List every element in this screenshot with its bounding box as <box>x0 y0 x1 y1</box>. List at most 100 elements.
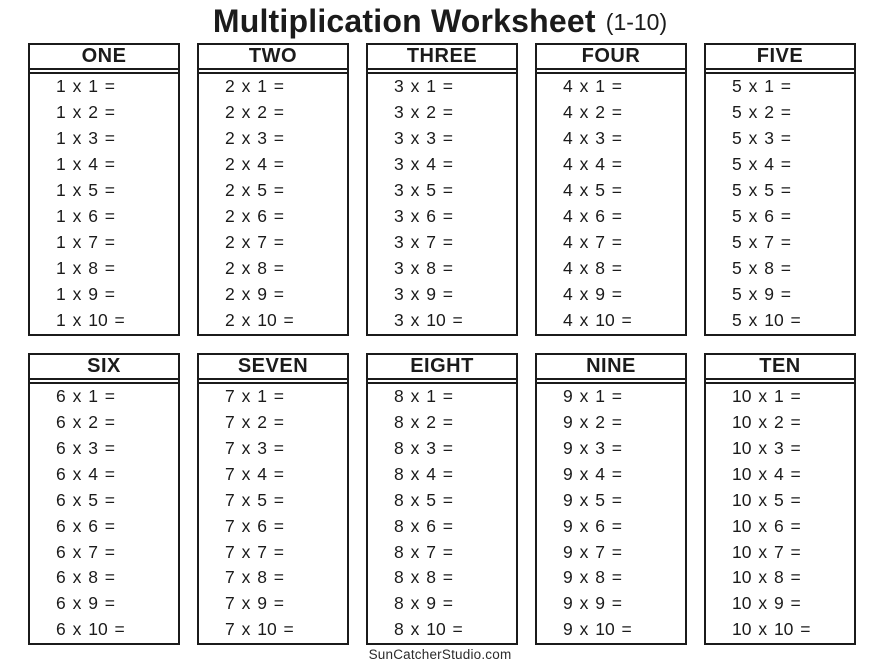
problem-line: 9 x 4 = <box>563 463 623 484</box>
problem-line: 7 x 4 = <box>225 463 285 484</box>
problem-line: 6 x 6 = <box>56 515 116 536</box>
problem-line: 1 x 1 = <box>56 76 116 97</box>
table-seven: SEVEN 7 x 1 = 7 x 2 = 7 x 3 = 7 x 4 = 7 … <box>197 353 349 645</box>
problem-line: 3 x 1 = <box>394 76 454 97</box>
table-three: THREE 3 x 1 = 3 x 2 = 3 x 3 = 3 x 4 = 3 … <box>366 43 518 336</box>
problem-line: 7 x 5 = <box>225 489 285 510</box>
table-header: THREE <box>368 45 516 70</box>
problem-line: 3 x 7 = <box>394 232 454 253</box>
problem-line: 5 x 5 = <box>732 180 792 201</box>
table-two: TWO 2 x 1 = 2 x 2 = 2 x 3 = 2 x 4 = 2 x … <box>197 43 349 336</box>
problem-line: 8 x 3 = <box>394 437 454 458</box>
problem-line: 10 x 6 = <box>732 515 801 536</box>
problem-line: 9 x 10 = <box>563 619 632 640</box>
problem-line: 5 x 3 = <box>732 128 792 149</box>
problem-line: 4 x 6 = <box>563 206 623 227</box>
problem-line: 2 x 10 = <box>225 310 294 331</box>
problem-line: 9 x 6 = <box>563 515 623 536</box>
problem-line: 10 x 9 = <box>732 593 801 614</box>
problem-line: 6 x 9 = <box>56 593 116 614</box>
problem-line: 7 x 8 = <box>225 567 285 588</box>
problem-line: 8 x 7 = <box>394 541 454 562</box>
page-title-main: Multiplication Worksheet <box>212 2 596 39</box>
problem-line: 4 x 3 = <box>563 128 623 149</box>
problem-line: 1 x 9 = <box>56 284 116 305</box>
problem-line: 7 x 6 = <box>225 515 285 536</box>
worksheet-row-1: ONE 1 x 1 = 1 x 2 = 1 x 3 = 1 x 4 = 1 x … <box>28 43 856 336</box>
footer-credit: SunCatcherStudio.com <box>368 647 512 662</box>
problem-line: 6 x 3 = <box>56 437 116 458</box>
problem-line: 3 x 4 = <box>394 154 454 175</box>
problem-line: 2 x 6 = <box>225 206 285 227</box>
problem-line: 1 x 3 = <box>56 128 116 149</box>
problem-line: 4 x 7 = <box>563 232 623 253</box>
table-body: 10 x 1 = 10 x 2 = 10 x 3 = 10 x 4 = 10 x… <box>706 382 854 643</box>
page-title: Multiplication Worksheet (1-10) <box>0 0 880 42</box>
problem-line: 4 x 4 = <box>563 154 623 175</box>
problem-line: 5 x 4 = <box>732 154 792 175</box>
problem-line: 4 x 2 = <box>563 102 623 123</box>
problem-line: 10 x 1 = <box>732 386 801 407</box>
table-body: 4 x 1 = 4 x 2 = 4 x 3 = 4 x 4 = 4 x 5 = … <box>537 72 685 334</box>
problem-line: 9 x 8 = <box>563 567 623 588</box>
problem-line: 10 x 10 = <box>732 619 811 640</box>
problem-line: 3 x 8 = <box>394 258 454 279</box>
problem-line: 5 x 6 = <box>732 206 792 227</box>
table-body: 6 x 1 = 6 x 2 = 6 x 3 = 6 x 4 = 6 x 5 = … <box>30 382 178 643</box>
problem-line: 8 x 2 = <box>394 412 454 433</box>
problem-line: 10 x 3 = <box>732 437 801 458</box>
problem-line: 2 x 1 = <box>225 76 285 97</box>
page-title-range: (1-10) <box>605 8 668 35</box>
table-one: ONE 1 x 1 = 1 x 2 = 1 x 3 = 1 x 4 = 1 x … <box>28 43 180 336</box>
problem-line: 6 x 2 = <box>56 412 116 433</box>
problem-line: 3 x 3 = <box>394 128 454 149</box>
problem-line: 2 x 2 = <box>225 102 285 123</box>
table-body: 5 x 1 = 5 x 2 = 5 x 3 = 5 x 4 = 5 x 5 = … <box>706 72 854 334</box>
table-header: FOUR <box>537 45 685 70</box>
problem-line: 1 x 6 = <box>56 206 116 227</box>
problem-line: 9 x 1 = <box>563 386 623 407</box>
problem-line: 3 x 9 = <box>394 284 454 305</box>
problem-line: 9 x 7 = <box>563 541 623 562</box>
problem-line: 8 x 8 = <box>394 567 454 588</box>
problem-line: 10 x 7 = <box>732 541 801 562</box>
problem-line: 5 x 9 = <box>732 284 792 305</box>
problem-line: 4 x 5 = <box>563 180 623 201</box>
problem-line: 1 x 7 = <box>56 232 116 253</box>
table-ten: TEN 10 x 1 = 10 x 2 = 10 x 3 = 10 x 4 = … <box>704 353 856 645</box>
table-header: SEVEN <box>199 355 347 380</box>
problem-line: 3 x 10 = <box>394 310 463 331</box>
table-body: 8 x 1 = 8 x 2 = 8 x 3 = 8 x 4 = 8 x 5 = … <box>368 382 516 643</box>
table-body: 3 x 1 = 3 x 2 = 3 x 3 = 3 x 4 = 3 x 5 = … <box>368 72 516 334</box>
problem-line: 4 x 10 = <box>563 310 632 331</box>
problem-line: 10 x 8 = <box>732 567 801 588</box>
problem-line: 9 x 2 = <box>563 412 623 433</box>
problem-line: 2 x 9 = <box>225 284 285 305</box>
table-header: FIVE <box>706 45 854 70</box>
table-nine: NINE 9 x 1 = 9 x 2 = 9 x 3 = 9 x 4 = 9 x… <box>535 353 687 645</box>
table-body: 9 x 1 = 9 x 2 = 9 x 3 = 9 x 4 = 9 x 5 = … <box>537 382 685 643</box>
problem-line: 7 x 2 = <box>225 412 285 433</box>
problem-line: 7 x 3 = <box>225 437 285 458</box>
problem-line: 8 x 4 = <box>394 463 454 484</box>
problem-line: 5 x 10 = <box>732 310 801 331</box>
problem-line: 8 x 1 = <box>394 386 454 407</box>
problem-line: 9 x 3 = <box>563 437 623 458</box>
table-header: ONE <box>30 45 178 70</box>
problem-line: 6 x 4 = <box>56 463 116 484</box>
problem-line: 1 x 4 = <box>56 154 116 175</box>
problem-line: 1 x 5 = <box>56 180 116 201</box>
table-eight: EIGHT 8 x 1 = 8 x 2 = 8 x 3 = 8 x 4 = 8 … <box>366 353 518 645</box>
problem-line: 3 x 2 = <box>394 102 454 123</box>
problem-line: 8 x 6 = <box>394 515 454 536</box>
problem-line: 1 x 10 = <box>56 310 125 331</box>
table-body: 7 x 1 = 7 x 2 = 7 x 3 = 7 x 4 = 7 x 5 = … <box>199 382 347 643</box>
problem-line: 5 x 1 = <box>732 76 792 97</box>
problem-line: 8 x 9 = <box>394 593 454 614</box>
table-body: 2 x 1 = 2 x 2 = 2 x 3 = 2 x 4 = 2 x 5 = … <box>199 72 347 334</box>
problem-line: 3 x 5 = <box>394 180 454 201</box>
table-header: TWO <box>199 45 347 70</box>
problem-line: 7 x 7 = <box>225 541 285 562</box>
problem-line: 6 x 5 = <box>56 489 116 510</box>
problem-line: 1 x 2 = <box>56 102 116 123</box>
